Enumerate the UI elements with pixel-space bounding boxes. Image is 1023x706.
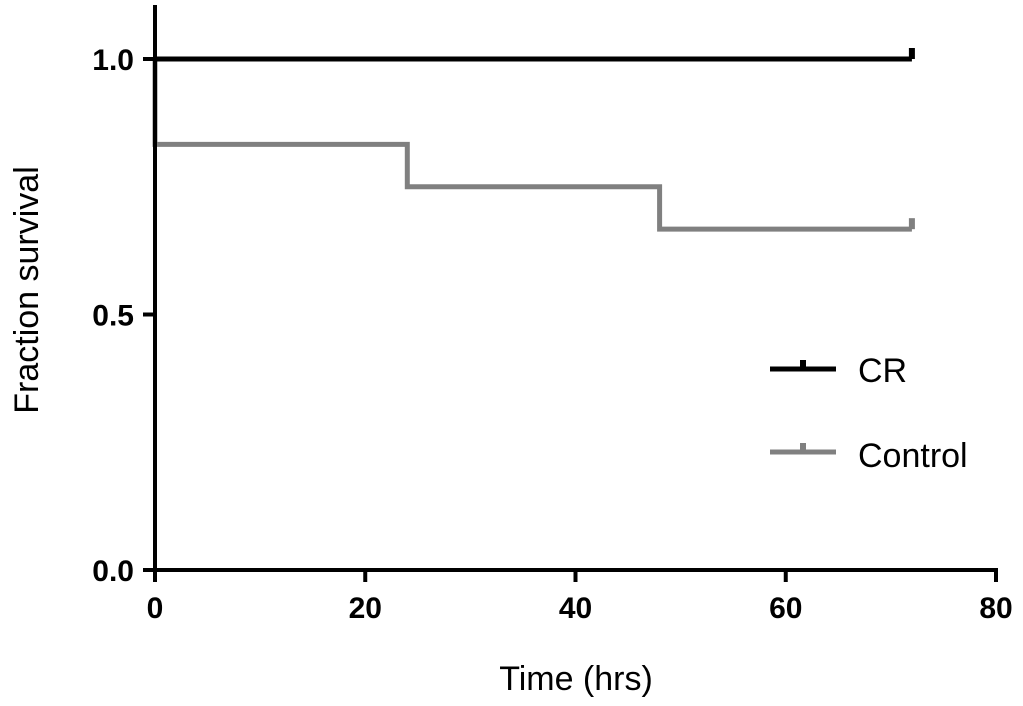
y-tick-label: 0.5 xyxy=(92,300,134,333)
legend: CR Control xyxy=(770,352,968,475)
y-axis-title: Fraction survival xyxy=(8,166,46,414)
series-line-control xyxy=(152,59,912,232)
legend-item-cr: CR xyxy=(770,352,907,390)
y-tick-label: 1.0 xyxy=(92,44,134,77)
x-tick-label: 40 xyxy=(559,592,592,625)
x-axis-title: Time (hrs) xyxy=(499,660,653,698)
plot-series xyxy=(152,48,915,232)
y-axis-ticks: 0.0 0.5 1.0 xyxy=(92,44,155,588)
x-tick-label: 0 xyxy=(147,592,164,625)
legend-label-cr: CR xyxy=(858,352,907,390)
legend-label-control: Control xyxy=(858,437,968,475)
legend-item-control: Control xyxy=(770,437,968,475)
y-tick-label: 0.0 xyxy=(92,555,134,588)
x-tick-label: 60 xyxy=(769,592,802,625)
x-axis-ticks: 0 20 40 60 80 xyxy=(147,570,1013,625)
x-tick-label: 80 xyxy=(979,592,1012,625)
x-tick-label: 20 xyxy=(349,592,382,625)
